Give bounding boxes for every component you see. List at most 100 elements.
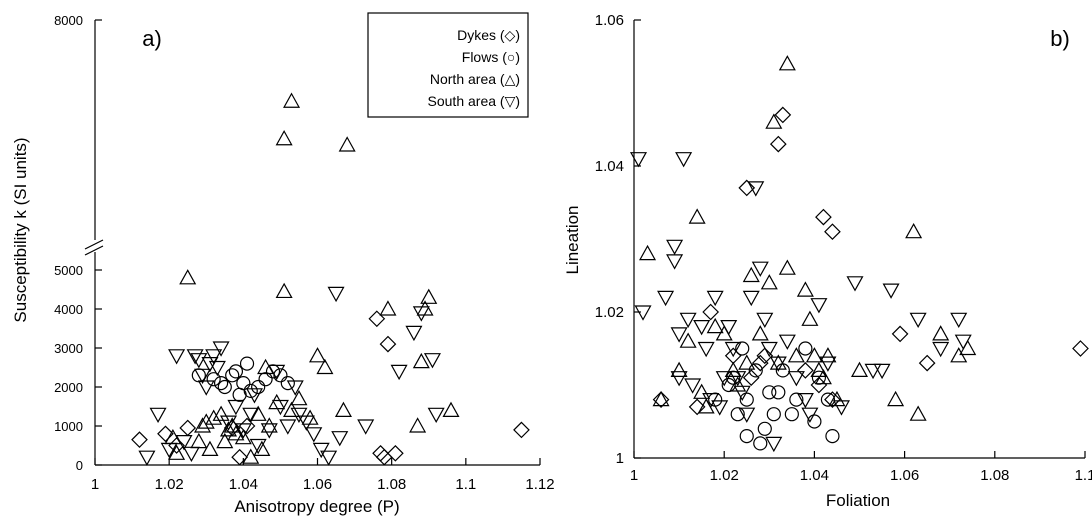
data-point-triangle-down (260, 423, 278, 439)
data-point-triangle-up (190, 432, 208, 449)
y-tick-label: 4000 (54, 302, 83, 317)
data-point-triangle-down (706, 290, 724, 307)
data-point-diamond (824, 223, 841, 241)
data-point-circle (217, 379, 232, 395)
x-tick-label: 1.08 (377, 476, 406, 493)
data-point-triangle-up (416, 300, 434, 316)
data-point-triangle-up (316, 358, 334, 375)
data-point-circle (721, 377, 736, 393)
data-point-triangle-up (932, 325, 950, 341)
data-point-diamond (769, 135, 787, 153)
data-point-triangle-down (327, 286, 345, 303)
data-point-triangle-up (751, 325, 769, 341)
data-point-triangle-down (657, 290, 675, 307)
data-point-circle (228, 364, 244, 379)
data-point-triangle-up (283, 92, 301, 108)
y-tick-label: 0 (76, 458, 83, 473)
x-tick-label: 1.08 (980, 467, 1009, 484)
x-tick-label: 1.04 (229, 476, 258, 493)
data-point-triangle-up (639, 244, 657, 261)
data-point-triangle-down (796, 393, 814, 409)
data-point-diamond (738, 179, 756, 197)
data-point-triangle-down (405, 325, 423, 342)
data-point-diamond (513, 421, 530, 439)
data-point-triangle-down (715, 371, 733, 387)
data-point-triangle-down (390, 364, 408, 381)
data-point-triangle-down (297, 415, 315, 431)
data-point-triangle-down (357, 419, 375, 435)
data-point-circle (748, 363, 763, 378)
data-point-triangle-down (182, 446, 200, 463)
data-point-triangle-down (227, 399, 245, 416)
data-point-triangle-up (179, 269, 197, 285)
data-point-circle (807, 414, 822, 429)
x-tick-label: 1.1 (1075, 467, 1092, 484)
data-point-triangle-down (268, 364, 286, 381)
x-tick-label: 1.06 (890, 467, 919, 484)
data-point-triangle-up (693, 383, 711, 399)
data-point-triangle-down (769, 356, 787, 372)
data-point-triangle-down (760, 341, 778, 358)
data-point-triangle-up (801, 310, 819, 326)
data-point-circle (784, 407, 799, 422)
data-point-triangle-down (331, 431, 349, 447)
data-point-triangle-down (909, 312, 927, 329)
x-tick-label: 1.06 (303, 476, 332, 493)
data-point-triangle-up (197, 413, 215, 429)
series-diamond (131, 310, 530, 466)
data-point-diamond (157, 425, 174, 443)
data-point-circle (739, 429, 754, 444)
data-point-circle (820, 392, 836, 407)
data-point-circle (239, 356, 255, 371)
data-point-triangle-down (729, 371, 747, 387)
data-point-triangle-up (679, 332, 697, 348)
data-point-triangle-up (652, 390, 670, 407)
data-point-triangle-up (805, 347, 823, 363)
y-tick-label: 1.02 (595, 304, 624, 321)
data-point-triangle-up (334, 401, 352, 417)
data-point-diamond (824, 391, 841, 408)
data-point-circle (798, 341, 813, 356)
data-point-diamond (918, 354, 936, 372)
data-point-triangle-down (205, 349, 223, 365)
data-point-circle (771, 385, 786, 400)
data-point-triangle-up (706, 317, 724, 334)
data-point-circle (766, 407, 781, 422)
data-point-triangle-up (769, 354, 787, 370)
data-point-triangle-down (778, 334, 796, 350)
data-point-triangle-up (905, 222, 923, 239)
data-point-triangle-up (670, 361, 688, 377)
data-point-triangle-up (212, 405, 230, 421)
data-point-circle (280, 376, 295, 391)
data-point-triangle-up (201, 440, 219, 456)
data-point-triangle-down (219, 415, 238, 431)
data-point-triangle-down (742, 290, 760, 307)
data-point-triangle-down (138, 450, 156, 466)
data-point-triangle-up (338, 136, 356, 152)
data-point-triangle-down (423, 353, 441, 369)
data-point-triangle-down (756, 312, 774, 329)
data-point-triangle-down (932, 341, 950, 358)
data-point-diamond (756, 347, 774, 365)
x-tick-label: 1 (630, 467, 638, 484)
axis-break-mark (84, 239, 104, 250)
data-point-triangle-down (208, 360, 226, 377)
series-circle (191, 356, 295, 402)
data-point-triangle-down (720, 320, 738, 336)
legend-entry: North area (△) (430, 71, 520, 87)
series-triangle-up (164, 92, 460, 464)
data-point-triangle-down (864, 363, 882, 380)
data-point-triangle-up (379, 300, 397, 316)
data-point-triangle-down (670, 327, 688, 343)
data-point-triangle-down (882, 283, 900, 299)
data-point-circle (757, 421, 772, 436)
series-diamond (652, 106, 1089, 416)
data-point-triangle-down (290, 407, 308, 424)
y-axis-title: Lineation (563, 205, 582, 274)
y-tick-label: 2000 (54, 380, 83, 395)
data-point-triangle-down (212, 341, 230, 357)
data-point-triangle-up (268, 393, 286, 410)
data-point-diamond (891, 325, 909, 343)
data-point-triangle-up (205, 409, 223, 425)
